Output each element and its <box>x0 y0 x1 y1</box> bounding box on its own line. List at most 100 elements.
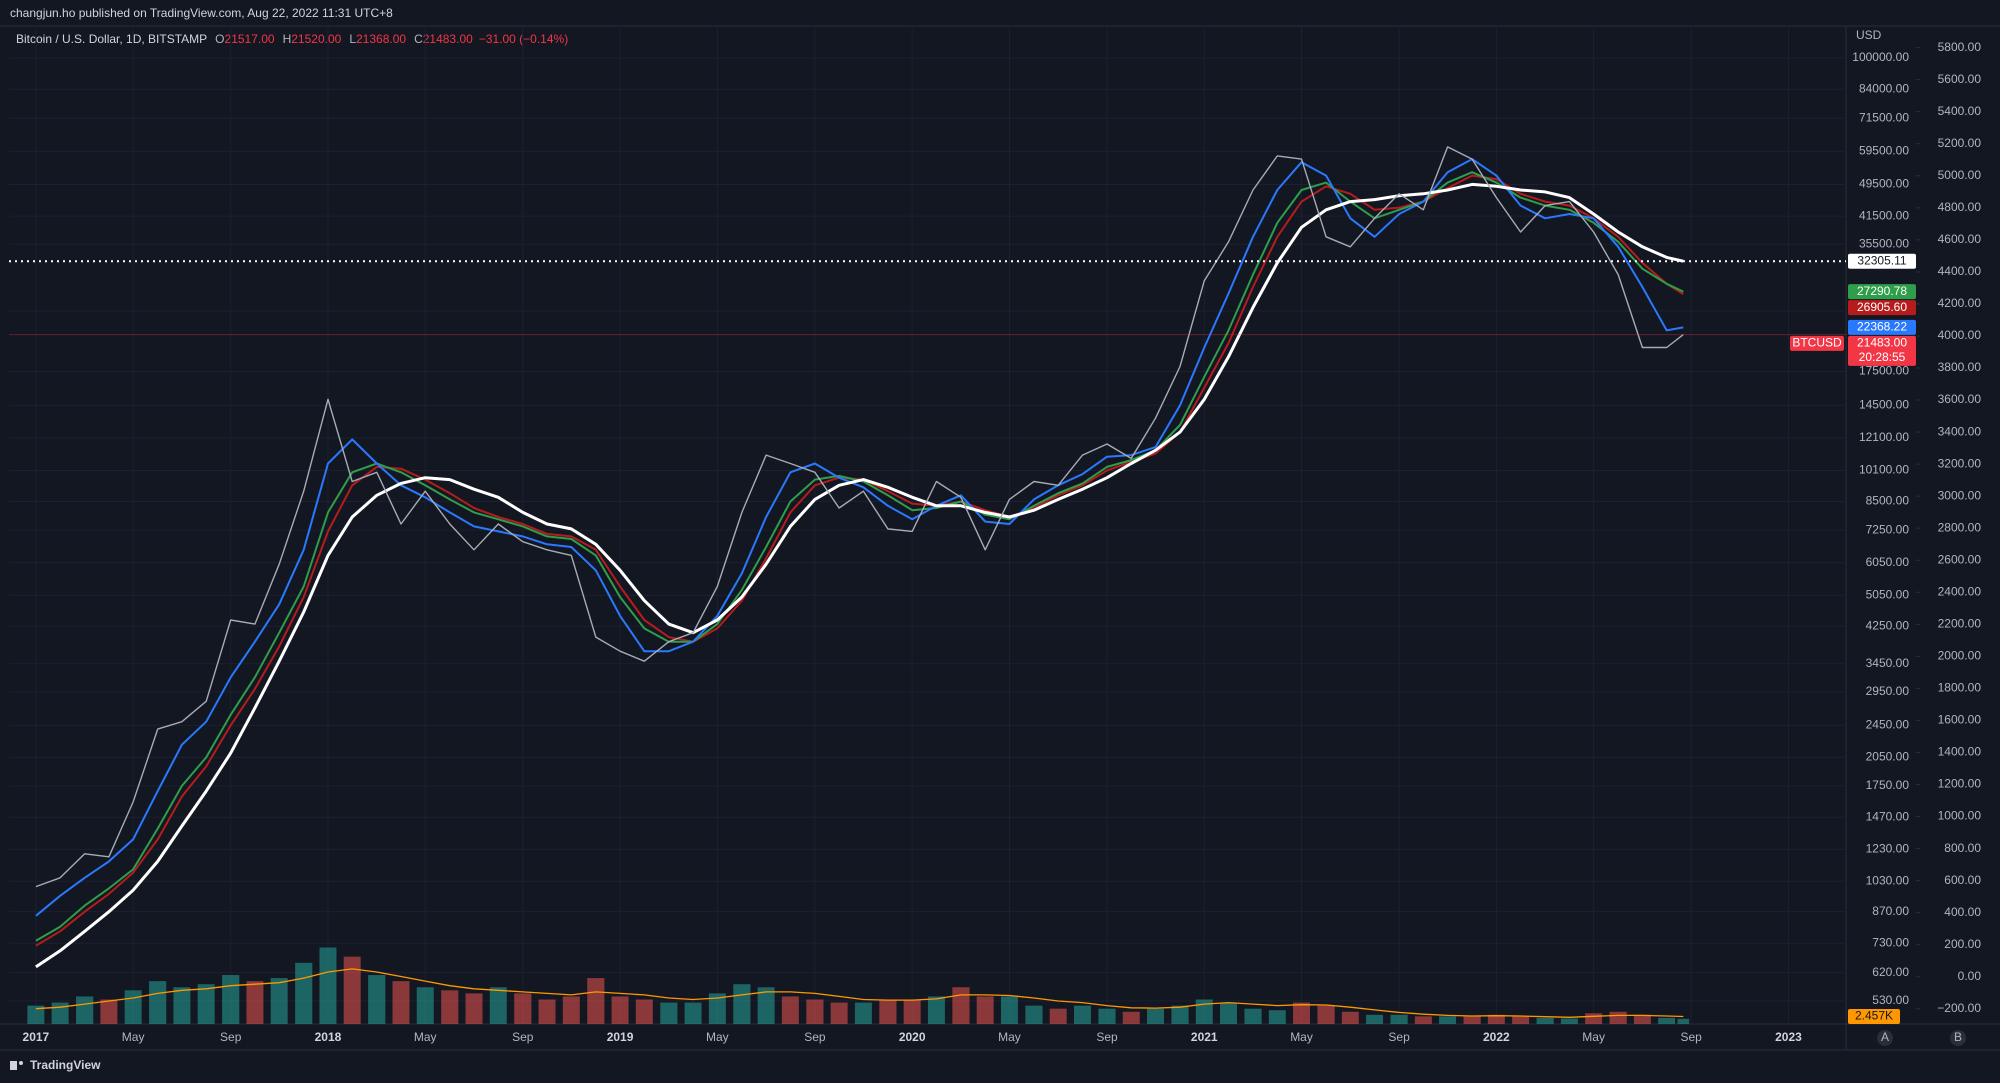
volume-bar <box>173 987 191 1024</box>
y2-tick-label: 1000.00 <box>1938 809 1982 823</box>
y-tick-label: 6050.00 <box>1866 555 1910 569</box>
y2-tick-label: 5400.00 <box>1938 104 1982 118</box>
y2-tick-label: 0.00 <box>1958 969 1982 983</box>
ohlc-value: 21517.00 <box>225 32 275 46</box>
axis-button[interactable] <box>1877 1030 1893 1046</box>
y-tick-label: 17500.00 <box>1859 364 1909 378</box>
y2-tick-label: 1200.00 <box>1938 777 1982 791</box>
x-tick-label: 2018 <box>315 1030 342 1044</box>
volume-bar <box>660 1002 678 1024</box>
y2-tick-label: 600.00 <box>1944 873 1981 887</box>
volume-bar <box>806 999 824 1024</box>
y-tick-label: 4250.00 <box>1866 618 1910 632</box>
volume-bar <box>1463 1016 1481 1024</box>
change: −31.00 (−0.14%) <box>479 32 568 46</box>
x-tick-label: May <box>122 1030 145 1044</box>
axis-button-label[interactable]: B <box>1954 1030 1962 1044</box>
volume-bar <box>1658 1017 1676 1024</box>
y-tick-label: 2450.00 <box>1866 718 1910 732</box>
volume-bar <box>1677 1018 1690 1024</box>
y2-tick-label: 4000.00 <box>1938 328 1982 342</box>
value-box-label: 32305.11 <box>1857 253 1906 267</box>
y-tick-label: 620.00 <box>1872 965 1909 979</box>
volume-bar <box>100 999 118 1024</box>
x-tick-label: 2019 <box>607 1030 634 1044</box>
x-tick-label: 2021 <box>1191 1030 1218 1044</box>
volume-bar <box>781 996 799 1024</box>
volume-bar <box>368 975 386 1024</box>
y-tick-label: 1470.00 <box>1866 809 1910 823</box>
x-tick-label: Sep <box>1681 1030 1703 1044</box>
y-tick-label: 100000.00 <box>1852 50 1909 64</box>
volume-bar <box>392 981 410 1024</box>
ohlc-value: 21368.00 <box>356 32 406 46</box>
volume-bar <box>1366 1014 1384 1024</box>
y2-tick-label: 1400.00 <box>1938 745 1982 759</box>
x-tick-label: Sep <box>1388 1030 1410 1044</box>
value-box-label: 27290.78 <box>1857 284 1907 298</box>
volume-bar <box>1341 1011 1359 1024</box>
y2-tick-label: 1800.00 <box>1938 681 1982 695</box>
volume-bar <box>952 987 970 1024</box>
axis-button-label[interactable]: A <box>1881 1030 1889 1044</box>
publisher: changjun.ho published on TradingView.com… <box>10 6 393 20</box>
y-tick-label: 530.00 <box>1872 993 1909 1007</box>
volume-bar <box>708 993 726 1024</box>
y-tick-label: 5050.00 <box>1866 587 1910 601</box>
y-tick-label: 2950.00 <box>1866 684 1910 698</box>
volume-bar <box>976 996 994 1024</box>
symbol-tag <box>1790 335 1844 351</box>
y2-tick-label: 200.00 <box>1944 937 1981 951</box>
y2-tick-label: 4600.00 <box>1938 232 1982 246</box>
volume-bar <box>1609 1011 1627 1024</box>
volume-bar <box>222 975 240 1024</box>
volume-ma-line <box>35 968 1684 1018</box>
value-box-label: 22368.22 <box>1857 320 1907 334</box>
volume-bar <box>587 978 605 1024</box>
volume-bar <box>635 999 653 1024</box>
value-box <box>1848 253 1916 269</box>
logo-shape <box>10 1061 17 1070</box>
y-tick-label: 870.00 <box>1872 904 1909 918</box>
x-tick-label: May <box>1582 1030 1605 1044</box>
volume-bar <box>903 999 921 1024</box>
volume-bar <box>1317 1005 1335 1024</box>
y2-tick-label: 2200.00 <box>1938 616 1982 630</box>
volume-bar <box>1122 1011 1140 1024</box>
y-tick-label: 2050.00 <box>1866 750 1910 764</box>
volume-bar <box>343 956 361 1024</box>
brand: TradingView <box>30 1058 101 1072</box>
volume-bar <box>27 1005 45 1024</box>
axis-button[interactable] <box>1950 1030 1966 1046</box>
value-box <box>1848 1008 1900 1024</box>
x-tick-label: May <box>1290 1030 1313 1044</box>
volume-bar <box>538 999 556 1024</box>
symbol: Bitcoin / U.S. Dollar, 1D, BITSTAMP <box>16 32 207 46</box>
y-tick-label: 1750.00 <box>1866 778 1910 792</box>
volume-bar <box>1073 1005 1091 1024</box>
value-box <box>1848 300 1916 316</box>
volume-bar <box>757 987 775 1024</box>
moving-average-line <box>35 182 1684 969</box>
symbol-tag-label: BTCUSD <box>1792 336 1842 350</box>
y-tick-label: 3450.00 <box>1866 656 1910 670</box>
volume-bar <box>1171 1005 1189 1024</box>
volume-bar <box>1195 999 1213 1024</box>
volume-bar <box>124 990 142 1024</box>
volume-bar <box>1414 1016 1432 1024</box>
x-tick-label: Sep <box>220 1030 242 1044</box>
volume-bar <box>1512 1016 1530 1024</box>
y2-tick-label: 400.00 <box>1944 905 1981 919</box>
y-tick-label: 7250.00 <box>1866 522 1910 536</box>
volume-bar <box>270 978 288 1024</box>
volume-bar <box>879 999 897 1024</box>
volume-bar <box>76 996 94 1024</box>
x-tick-label: Sep <box>804 1030 826 1044</box>
volume-bar <box>149 981 167 1024</box>
volume-bar <box>684 1002 702 1024</box>
volume-bar <box>319 947 337 1024</box>
price-line <box>35 146 1684 888</box>
volume-bar <box>854 1002 872 1024</box>
